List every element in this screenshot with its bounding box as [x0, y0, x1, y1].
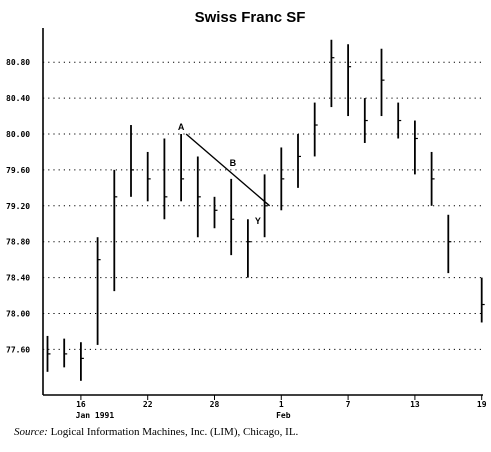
annotation-label: A [178, 122, 185, 132]
y-tick-label: 80.00 [6, 130, 30, 139]
source-note: Source: Logical Information Machines, In… [14, 426, 298, 438]
y-tick-label: 78.40 [6, 274, 30, 283]
x-tick-label: 7 [346, 400, 351, 409]
y-tick-label: 78.80 [6, 238, 30, 247]
x-tick-label: 16 [76, 400, 86, 409]
annotation-label: Y [255, 216, 261, 226]
x-tick-sublabel: Jan 1991 [76, 411, 115, 420]
x-tick-label: 19 [477, 400, 487, 409]
source-label: Source: [14, 426, 48, 438]
bars-layer [48, 40, 491, 381]
x-tick-sublabel: Feb [276, 411, 291, 420]
y-tick-label: 79.60 [6, 166, 30, 175]
y-tick-label: 79.20 [6, 202, 30, 211]
axis-layer: 80.80 80.40 80.00 79.60 79.20 78.80 78.40 78.00… [6, 28, 487, 420]
x-tick-label: 13 [410, 400, 420, 409]
y-tick-label: 80.80 [6, 58, 30, 67]
x-tick-label: 22 [143, 400, 153, 409]
chart-title: Swiss Franc SF [195, 9, 306, 26]
x-tick-label: 28 [210, 400, 220, 409]
y-tick-label: 77.60 [6, 345, 30, 354]
y-tick-label: 78.00 [6, 310, 30, 319]
source-text: Logical Information Machines, Inc. (LIM)… [51, 426, 299, 438]
x-tick-label: 1 [279, 400, 284, 409]
y-tick-label: 80.40 [6, 94, 30, 103]
grid-layer [43, 62, 483, 349]
annotation-label: B [230, 158, 237, 168]
